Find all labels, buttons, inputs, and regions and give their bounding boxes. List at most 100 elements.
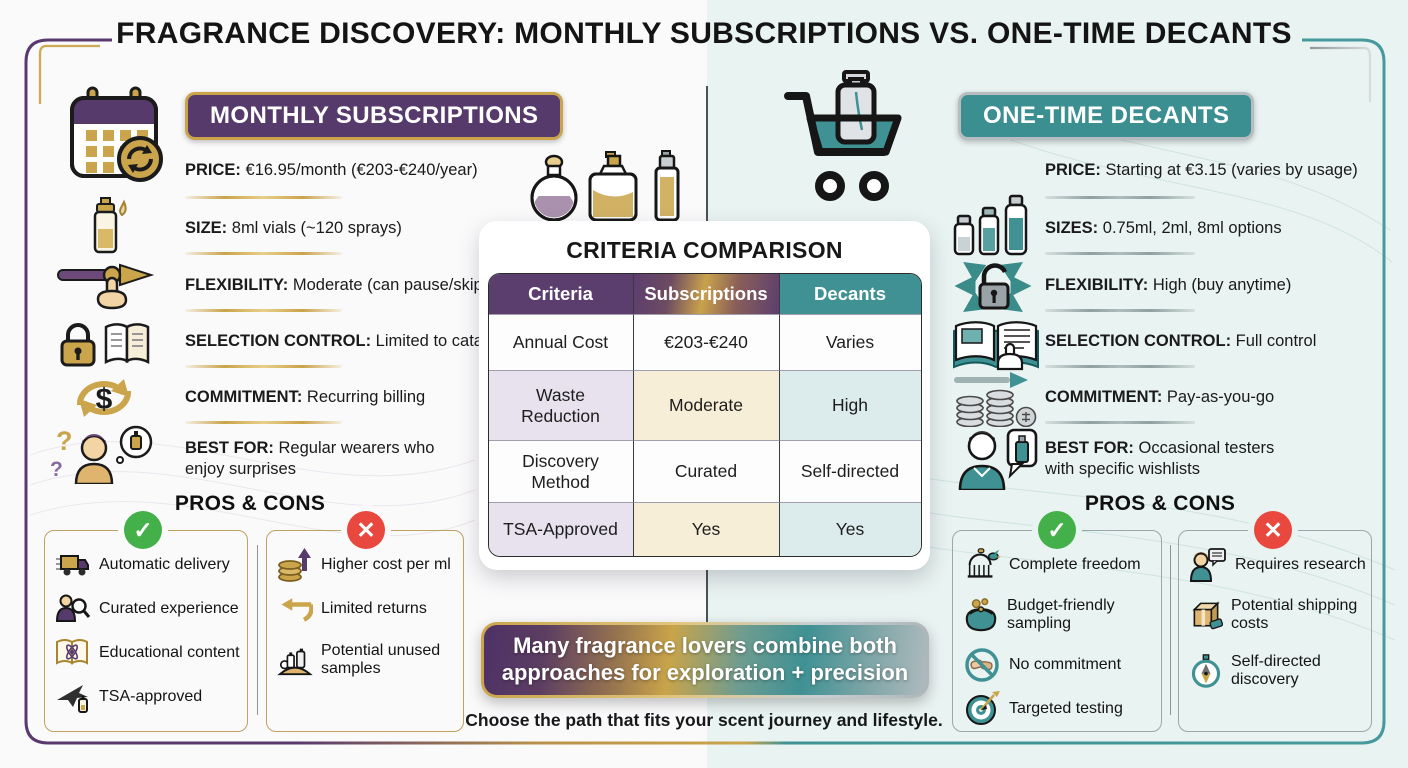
closing-tagline: Choose the path that fits your scent jou… bbox=[465, 710, 943, 730]
list-item: Complete freedom bbox=[953, 543, 1161, 587]
table-cell: Self-directed bbox=[778, 440, 921, 502]
right-pros-cons-title: PROS & CONS bbox=[1084, 492, 1236, 515]
column-header: Subscriptions bbox=[632, 274, 779, 314]
decant-vials-icon bbox=[953, 194, 1028, 256]
list-item: Educational content bbox=[45, 631, 247, 675]
compass-icon bbox=[1191, 654, 1221, 688]
perfume-bottles-icon bbox=[530, 150, 680, 222]
column-header: Criteria bbox=[488, 274, 633, 314]
combined-approach-banner: Many fragrance lovers combine both appro… bbox=[481, 622, 929, 698]
right-section-header: ONE-TIME DECANTS bbox=[958, 92, 1255, 140]
table-cell: Yes bbox=[632, 502, 779, 556]
target-dart-icon bbox=[966, 691, 1000, 725]
right-stat-bestfor: BEST FOR: Occasional testers with specif… bbox=[1045, 439, 1275, 479]
criteria-comparison-card: CRITERIA COMPARISON Criteria Subscriptio… bbox=[479, 221, 930, 570]
list-item: Automatic delivery bbox=[45, 543, 247, 587]
page-title: FRAGRANCE DISCOVERY: MONTHLY SUBSCRIPTIO… bbox=[116, 17, 1292, 50]
calendar-refresh-icon bbox=[70, 86, 163, 182]
table-cell: Moderate bbox=[632, 370, 779, 440]
catalog-hand-icon bbox=[953, 321, 1039, 371]
left-divider bbox=[185, 309, 342, 312]
right-stat-commitment: COMMITMENT: Pay-as-you-go bbox=[1045, 388, 1275, 406]
left-divider bbox=[185, 196, 342, 199]
left-pros-cons-title: PROS & CONS bbox=[174, 492, 326, 515]
left-divider bbox=[185, 365, 342, 368]
pros-cons-divider bbox=[257, 545, 258, 715]
list-item: Budget-friendly sampling bbox=[953, 587, 1161, 643]
right-stat-price: PRICE: Starting at €3.15 (varies by usag… bbox=[1045, 161, 1358, 179]
coins-arrow-icon bbox=[954, 372, 1037, 427]
right-stat-sizes: SIZES: 0.75ml, 2ml, 8ml options bbox=[1045, 219, 1282, 237]
left-divider bbox=[185, 421, 342, 424]
research-person-icon bbox=[1189, 548, 1226, 582]
right-divider bbox=[1045, 196, 1195, 199]
table-cell: Discovery Method bbox=[488, 440, 633, 502]
list-item: Targeted testing bbox=[953, 687, 1161, 731]
left-stat-price: PRICE: €16.95/month (€203-€240/year) bbox=[185, 161, 478, 179]
coins-up-arrow-icon bbox=[278, 548, 311, 582]
book-atom-icon bbox=[56, 639, 88, 665]
list-item: Higher cost per ml bbox=[267, 543, 463, 587]
shipping-box-icon bbox=[1192, 601, 1223, 630]
comparison-title: CRITERIA COMPARISON bbox=[566, 237, 843, 263]
svg-text:?: ? bbox=[50, 458, 63, 481]
list-item: No commitment bbox=[953, 643, 1161, 687]
right-divider bbox=[1045, 421, 1195, 424]
left-pros-box: Automatic delivery Curated experience Ed… bbox=[44, 530, 248, 732]
table-cell: Waste Reduction bbox=[488, 370, 633, 440]
list-item: Self-directed discovery bbox=[1179, 643, 1371, 699]
curator-magnifier-icon bbox=[55, 594, 91, 622]
right-divider bbox=[1045, 365, 1195, 368]
table-cell: Yes bbox=[778, 502, 921, 556]
table-cell: Varies bbox=[778, 314, 921, 370]
return-arrow-icon bbox=[281, 598, 313, 622]
no-commitment-icon bbox=[965, 648, 999, 682]
unlock-arrows-icon bbox=[954, 262, 1032, 312]
right-divider bbox=[1045, 309, 1195, 312]
person-question-icon: ? ? bbox=[50, 425, 153, 484]
table-cell: TSA-Approved bbox=[488, 502, 633, 556]
list-item: Limited returns bbox=[267, 587, 463, 631]
coin-purse-icon bbox=[965, 598, 997, 632]
slider-hand-icon bbox=[57, 263, 155, 310]
cross-icon: ✕ bbox=[347, 511, 385, 549]
cross-icon: ✕ bbox=[1254, 511, 1292, 549]
comparison-table: Criteria Subscriptions Decants Annual Co… bbox=[487, 273, 922, 557]
right-divider bbox=[1045, 252, 1195, 255]
check-icon: ✓ bbox=[1038, 511, 1076, 549]
left-stat-size: SIZE: 8ml vials (~120 sprays) bbox=[185, 219, 402, 237]
list-item: Potential unused samples bbox=[267, 631, 463, 689]
delivery-truck-icon bbox=[56, 555, 89, 576]
svg-text:$: $ bbox=[96, 383, 113, 416]
svg-text:?: ? bbox=[56, 426, 73, 456]
left-divider bbox=[185, 252, 342, 255]
unused-samples-icon bbox=[277, 648, 313, 676]
left-stat-bestfor: BEST FOR: Regular wearers who enjoy surp… bbox=[185, 439, 435, 479]
left-stat-commitment: COMMITMENT: Recurring billing bbox=[185, 388, 426, 406]
right-pros-box: Complete freedom Budget-friendly samplin… bbox=[952, 530, 1162, 732]
left-stat-selection: SELECTION CONTROL: Limited to catalog bbox=[185, 332, 505, 350]
table-cell: Curated bbox=[632, 440, 779, 502]
right-cons-box: Requires research Potential shipping cos… bbox=[1178, 530, 1372, 732]
list-item: Curated experience bbox=[45, 587, 247, 631]
spray-vial-icon bbox=[93, 197, 127, 254]
right-stat-selection: SELECTION CONTROL: Full control bbox=[1045, 332, 1317, 350]
check-icon: ✓ bbox=[124, 511, 162, 549]
column-header: Decants bbox=[778, 274, 921, 314]
table-cell: Annual Cost bbox=[488, 314, 633, 370]
list-item: Requires research bbox=[1179, 543, 1371, 587]
left-cons-box: Higher cost per ml Limited returns Poten… bbox=[266, 530, 464, 732]
list-item: TSA-approved bbox=[45, 675, 247, 719]
lock-catalog-icon bbox=[60, 323, 150, 367]
recurring-dollar-icon: $ bbox=[76, 379, 132, 417]
airplane-bottle-icon bbox=[57, 685, 88, 713]
table-cell: €203-€240 bbox=[632, 314, 779, 370]
open-birdcage-icon bbox=[967, 548, 1001, 578]
person-wishlist-icon bbox=[958, 428, 1038, 490]
cart-bottle-icon bbox=[784, 70, 902, 201]
left-stat-flexibility: FLEXIBILITY: Moderate (can pause/skip) bbox=[185, 276, 489, 294]
left-section-header: MONTHLY SUBSCRIPTIONS bbox=[185, 92, 564, 140]
right-stat-flexibility: FLEXIBILITY: High (buy anytime) bbox=[1045, 276, 1292, 294]
pros-cons-divider bbox=[1170, 545, 1171, 715]
